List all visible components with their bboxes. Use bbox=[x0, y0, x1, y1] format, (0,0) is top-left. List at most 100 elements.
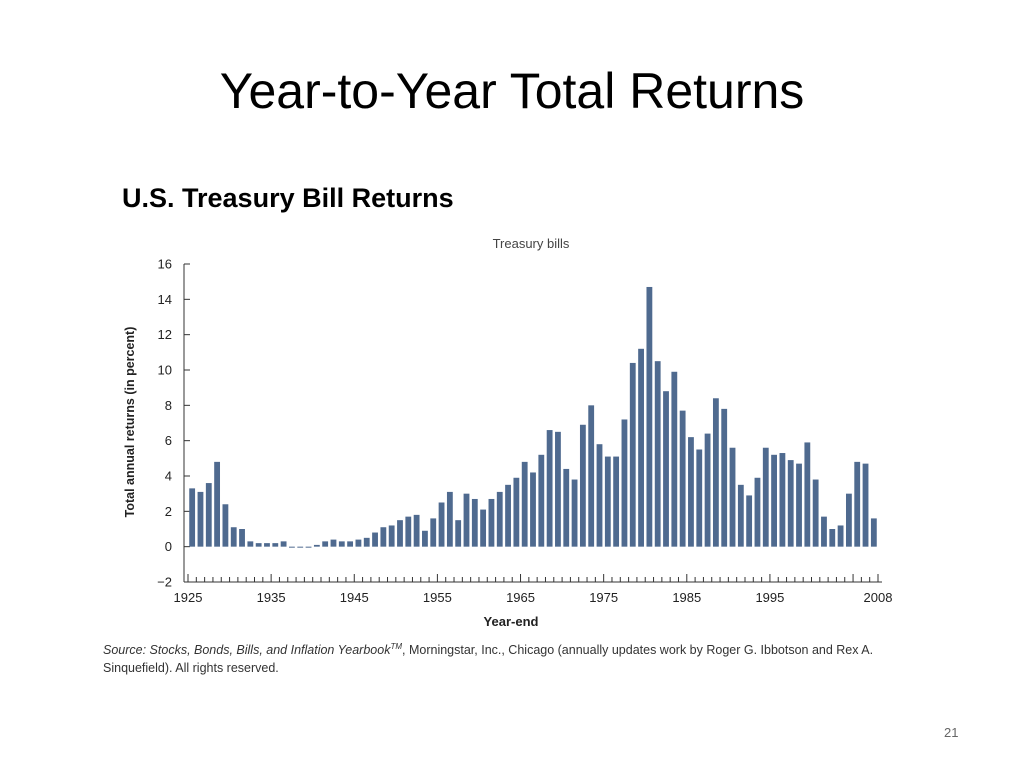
trademark-mark: TM bbox=[390, 642, 403, 651]
bar-1965 bbox=[513, 477, 520, 547]
bar-1983 bbox=[663, 391, 669, 547]
bar-1955 bbox=[430, 518, 437, 547]
bar-1936 bbox=[272, 543, 279, 547]
y-axis-label: Total annual returns (in percent) bbox=[123, 327, 137, 518]
bar-1964 bbox=[505, 484, 511, 547]
y-tick-label: 16 bbox=[158, 257, 172, 272]
bar-1952 bbox=[405, 516, 412, 547]
bar-1956 bbox=[438, 502, 445, 547]
bar-1987 bbox=[696, 449, 703, 547]
y-tick-label: 10 bbox=[158, 363, 172, 378]
bar-1954 bbox=[422, 530, 428, 547]
x-tick-label: 1995 bbox=[755, 590, 784, 605]
bar-1973 bbox=[579, 424, 586, 547]
bar-1946 bbox=[355, 539, 362, 547]
bar-1962 bbox=[488, 498, 495, 547]
bar-1947 bbox=[363, 537, 370, 547]
bar-1975 bbox=[596, 444, 603, 547]
bar-1969 bbox=[546, 430, 553, 547]
bar-1943 bbox=[330, 539, 337, 547]
bar-1949 bbox=[380, 527, 387, 547]
bar-1978 bbox=[621, 419, 628, 547]
bar-1935 bbox=[264, 543, 270, 547]
bar-1966 bbox=[521, 461, 528, 547]
x-tick-label: 2008 bbox=[864, 590, 893, 605]
y-tick-label: −2 bbox=[157, 575, 172, 590]
bar-1928 bbox=[205, 483, 212, 547]
bar-1981 bbox=[646, 286, 653, 547]
bar-1991 bbox=[729, 447, 736, 547]
bar-2003 bbox=[829, 529, 836, 547]
y-tick-label: 4 bbox=[165, 469, 172, 484]
bar-1999 bbox=[796, 463, 802, 547]
slide-subtitle: U.S. Treasury Bill Returns bbox=[122, 183, 454, 213]
bar-1990 bbox=[721, 408, 728, 547]
bar-1985 bbox=[679, 410, 686, 547]
bar-2002 bbox=[821, 516, 827, 547]
bar-1926 bbox=[189, 488, 196, 547]
x-tick-label: 1975 bbox=[589, 590, 618, 605]
bar-2004 bbox=[837, 525, 844, 547]
bar-1996 bbox=[771, 454, 777, 547]
bar-1961 bbox=[480, 509, 487, 547]
bar-1941 bbox=[313, 544, 320, 547]
bar-2005 bbox=[845, 493, 852, 547]
y-tick-label: 2 bbox=[165, 504, 172, 519]
bar-1967 bbox=[530, 472, 536, 547]
bar-1932 bbox=[239, 529, 245, 547]
y-tick-label: 6 bbox=[165, 433, 172, 448]
bar-1927 bbox=[197, 491, 204, 547]
source-note-credit: , Morningstar, Inc., Chicago (annually u… bbox=[103, 643, 874, 676]
bar-1971 bbox=[563, 468, 570, 547]
x-tick-label: 1925 bbox=[174, 590, 203, 605]
bar-1998 bbox=[787, 460, 794, 547]
bar-1940 bbox=[305, 546, 312, 548]
bar-1994 bbox=[754, 477, 761, 547]
bar-1970 bbox=[555, 431, 561, 547]
bar-1992 bbox=[737, 484, 744, 547]
x-tick-label: 1935 bbox=[257, 590, 286, 605]
bar-1933 bbox=[247, 541, 254, 547]
x-tick-label: 1955 bbox=[423, 590, 452, 605]
y-tick-label: 0 bbox=[165, 539, 172, 554]
bar-1988 bbox=[704, 433, 711, 547]
treasury-bill-returns-chart: Treasury bills Total annual returns (in … bbox=[123, 236, 893, 629]
y-tick-label: 8 bbox=[165, 398, 172, 413]
bar-1944 bbox=[338, 541, 345, 547]
y-tick-label: 14 bbox=[158, 292, 172, 307]
bar-2007 bbox=[862, 463, 869, 547]
bars bbox=[189, 286, 877, 548]
bar-1980 bbox=[638, 348, 644, 547]
bar-1997 bbox=[779, 453, 786, 547]
source-note-title: Source: Stocks, Bonds, Bills, and Inflat… bbox=[103, 643, 391, 658]
bar-2000 bbox=[804, 442, 811, 547]
bar-1968 bbox=[538, 454, 545, 547]
bar-1995 bbox=[762, 447, 769, 547]
bar-1950 bbox=[388, 525, 395, 547]
bar-1993 bbox=[746, 495, 753, 547]
bar-1977 bbox=[613, 456, 620, 547]
bar-1982 bbox=[654, 361, 661, 547]
bar-1942 bbox=[322, 541, 329, 547]
x-tick-label: 1965 bbox=[506, 590, 535, 605]
bar-1989 bbox=[712, 398, 719, 547]
bar-1958 bbox=[455, 520, 462, 547]
bar-1939 bbox=[297, 546, 304, 548]
x-axis: 1925 1935 1945 1955 1965 1975 1985 1995 2008 bbox=[174, 574, 893, 605]
bar-1951 bbox=[397, 520, 403, 547]
x-tick-label: 1945 bbox=[340, 590, 369, 605]
bar-2006 bbox=[854, 461, 861, 547]
bar-1930 bbox=[222, 504, 229, 547]
y-tick-label: 12 bbox=[158, 327, 172, 342]
bar-1945 bbox=[347, 541, 354, 547]
bar-1974 bbox=[588, 405, 595, 547]
bar-1972 bbox=[571, 479, 578, 547]
bar-1937 bbox=[280, 541, 287, 547]
page-number: 21 bbox=[944, 725, 959, 740]
bar-2001 bbox=[812, 479, 819, 547]
bar-1976 bbox=[604, 456, 611, 547]
bar-1957 bbox=[446, 491, 453, 547]
bar-1929 bbox=[214, 461, 221, 547]
x-axis-label: Year-end bbox=[484, 614, 539, 629]
bar-1959 bbox=[463, 493, 470, 547]
